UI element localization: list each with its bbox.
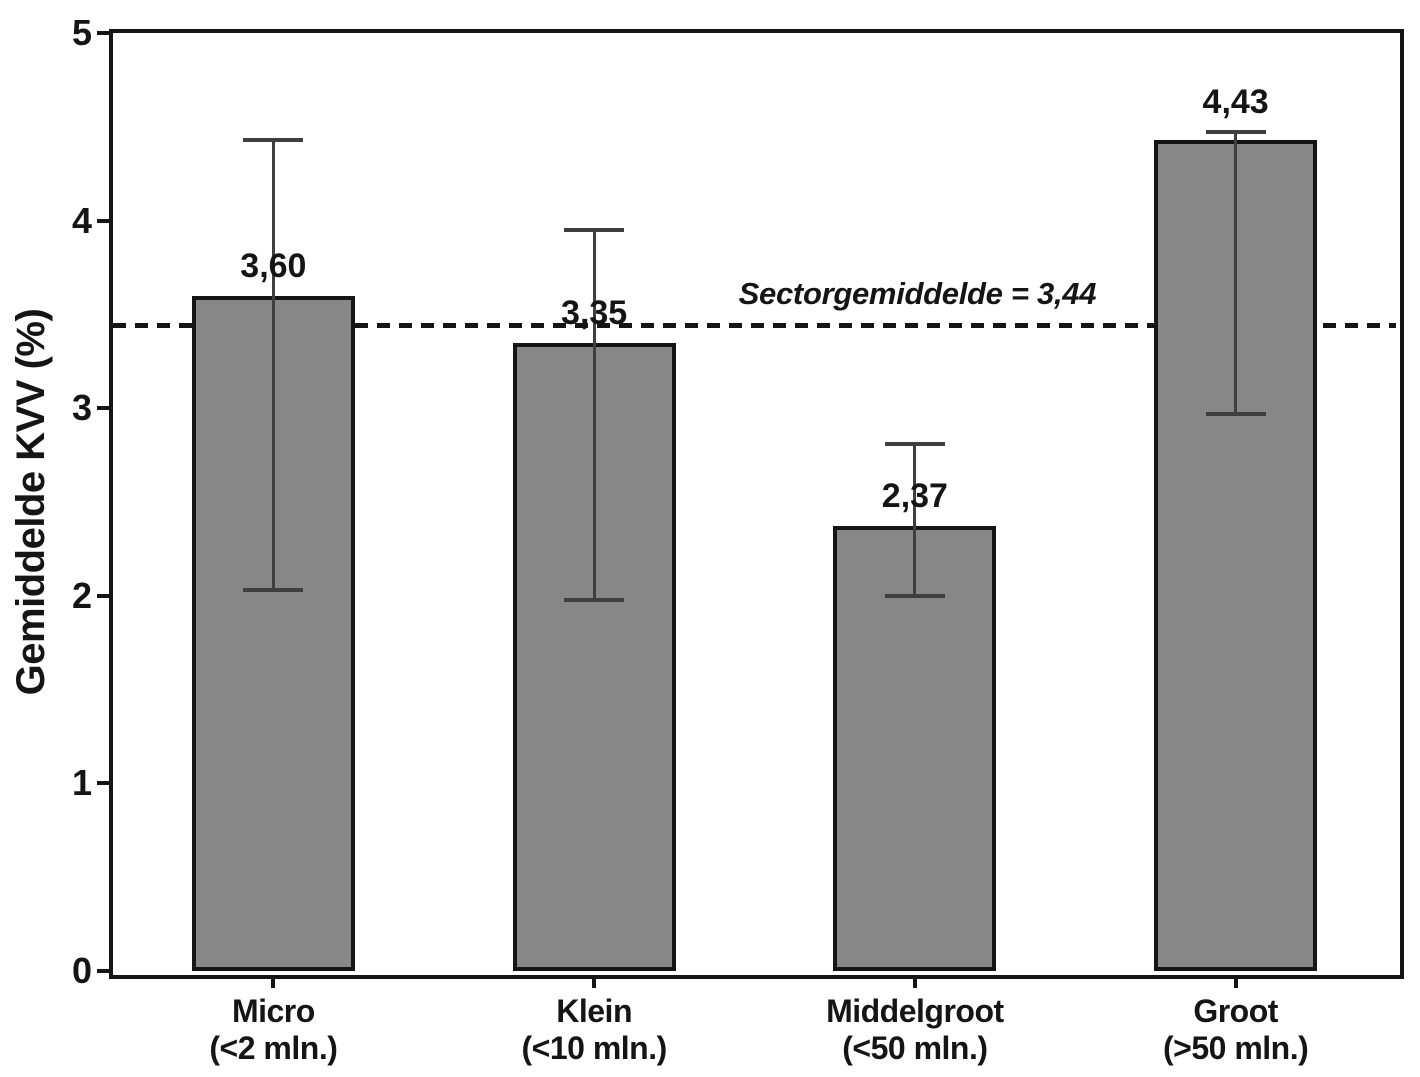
error-bar-cap-top <box>243 137 304 142</box>
x-category-label: Micro (<2 mln.) <box>209 993 338 1066</box>
y-axis-tick-label: 0 <box>71 950 92 991</box>
y-axis-title: Gemiddelde KVV (%) <box>9 308 53 696</box>
bar-value-label: 3,35 <box>561 293 628 332</box>
error-bar-line <box>1234 132 1238 414</box>
error-bar-line <box>271 139 275 591</box>
error-bar-cap-bottom <box>884 593 945 598</box>
sector-average-label: Sectorgemiddelde = 3,44 <box>738 275 1097 311</box>
sector-average-reference-line <box>113 323 1396 329</box>
x-axis-tick <box>912 975 917 988</box>
y-axis-tick-label: 1 <box>71 762 92 804</box>
y-axis-tick <box>97 31 111 35</box>
x-axis-tick <box>271 975 276 988</box>
x-axis-tick <box>1233 975 1238 988</box>
bar-value-label: 3,60 <box>240 246 307 285</box>
error-bar-cap-bottom <box>564 597 625 602</box>
y-axis-tick <box>97 406 111 411</box>
error-bar-cap-top <box>564 227 625 232</box>
error-bar-line <box>913 443 917 596</box>
bar-micro <box>191 295 355 971</box>
error-bar-cap-bottom <box>243 588 304 593</box>
y-axis-tick-label: 3 <box>71 387 92 429</box>
y-axis-tick-label: 2 <box>71 574 92 616</box>
error-bar-line <box>592 229 596 600</box>
plot-area-frame <box>109 29 1404 979</box>
y-axis-tick <box>97 969 111 973</box>
y-axis-tick-label: 4 <box>71 199 92 241</box>
x-category-label: Middelgroot (<50 mln.) <box>826 993 1004 1066</box>
bar-value-label: 2,37 <box>881 477 948 516</box>
y-axis-tick <box>97 781 111 786</box>
y-axis-tick <box>97 593 111 598</box>
x-category-label: Groot (>50 mln.) <box>1162 993 1309 1066</box>
error-bar-cap-top <box>1205 130 1266 135</box>
error-bar-cap-top <box>884 441 945 446</box>
bar-value-label: 4,43 <box>1202 83 1269 122</box>
x-axis-tick <box>592 975 597 988</box>
y-axis-tick <box>97 218 111 223</box>
error-bar-cap-bottom <box>1205 411 1266 416</box>
y-axis-tick-label: 5 <box>71 12 92 53</box>
x-category-label: Klein (<10 mln.) <box>521 993 667 1066</box>
